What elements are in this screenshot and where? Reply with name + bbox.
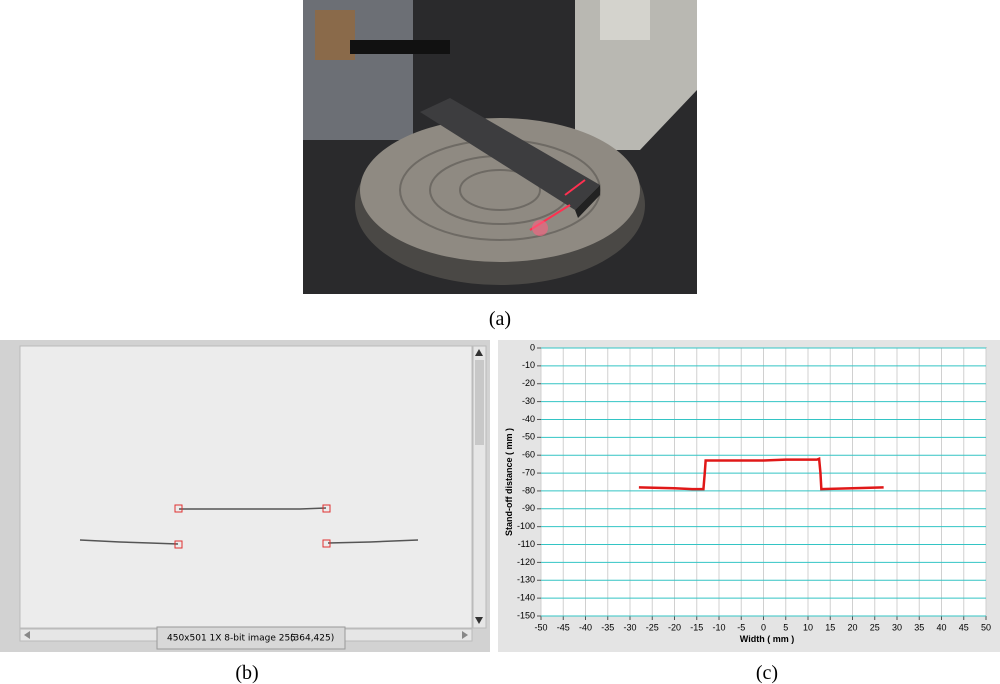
x-tick-label: -20: [668, 622, 681, 632]
x-tick-label: -5: [737, 622, 745, 632]
x-tick-label: 15: [825, 622, 835, 632]
x-tick-label: 45: [959, 622, 969, 632]
caption: (a): [489, 308, 511, 330]
y-tick-label: -130: [517, 575, 535, 585]
x-axis-label: Width ( mm ): [740, 634, 794, 644]
x-tick-label: 20: [847, 622, 857, 632]
y-axis-label: Stand-off distance ( mm ): [504, 428, 514, 536]
y-tick-label: -40: [522, 414, 535, 424]
y-tick-label: -20: [522, 378, 535, 388]
x-tick-label: -25: [646, 622, 659, 632]
y-tick-label: -120: [517, 557, 535, 567]
y-tick-label: -10: [522, 360, 535, 370]
y-tick-label: 0: [530, 342, 535, 352]
x-tick-label: -15: [690, 622, 703, 632]
caption: (b): [235, 662, 258, 684]
status-coords: (364,425): [290, 634, 334, 644]
x-tick-label: 0: [761, 622, 766, 632]
x-tick-label: 25: [870, 622, 880, 632]
y-tick-label: -140: [517, 593, 535, 603]
x-tick-label: -50: [534, 622, 547, 632]
y-tick-label: -80: [522, 485, 535, 495]
y-tick-label: -50: [522, 432, 535, 442]
y-tick-label: -110: [518, 539, 535, 549]
y-tick-label: -150: [517, 610, 535, 620]
status-text: 450x501 1X 8-bit image 255: [167, 634, 296, 644]
y-tick-label: -70: [522, 467, 535, 477]
data-line: [638, 456, 884, 491]
image-viewer: [0, 340, 490, 652]
x-tick-label: -35: [601, 622, 614, 632]
x-tick-label: -45: [557, 622, 570, 632]
y-tick-label: -100: [517, 521, 535, 531]
x-tick-label: 5: [783, 622, 788, 632]
caption: (c): [756, 662, 778, 684]
x-tick-label: 30: [892, 622, 902, 632]
x-tick-label: -10: [712, 622, 725, 632]
x-tick-label: 50: [981, 622, 991, 632]
x-tick-label: 10: [803, 622, 813, 632]
y-tick-label: -90: [522, 503, 535, 513]
x-tick-label: -30: [623, 622, 636, 632]
y-tick-label: -60: [522, 450, 535, 460]
x-tick-label: 35: [914, 622, 924, 632]
x-tick-label: -40: [579, 622, 592, 632]
photo: [303, 0, 697, 294]
x-tick-label: 40: [936, 622, 946, 632]
y-tick-label: -30: [522, 396, 535, 406]
